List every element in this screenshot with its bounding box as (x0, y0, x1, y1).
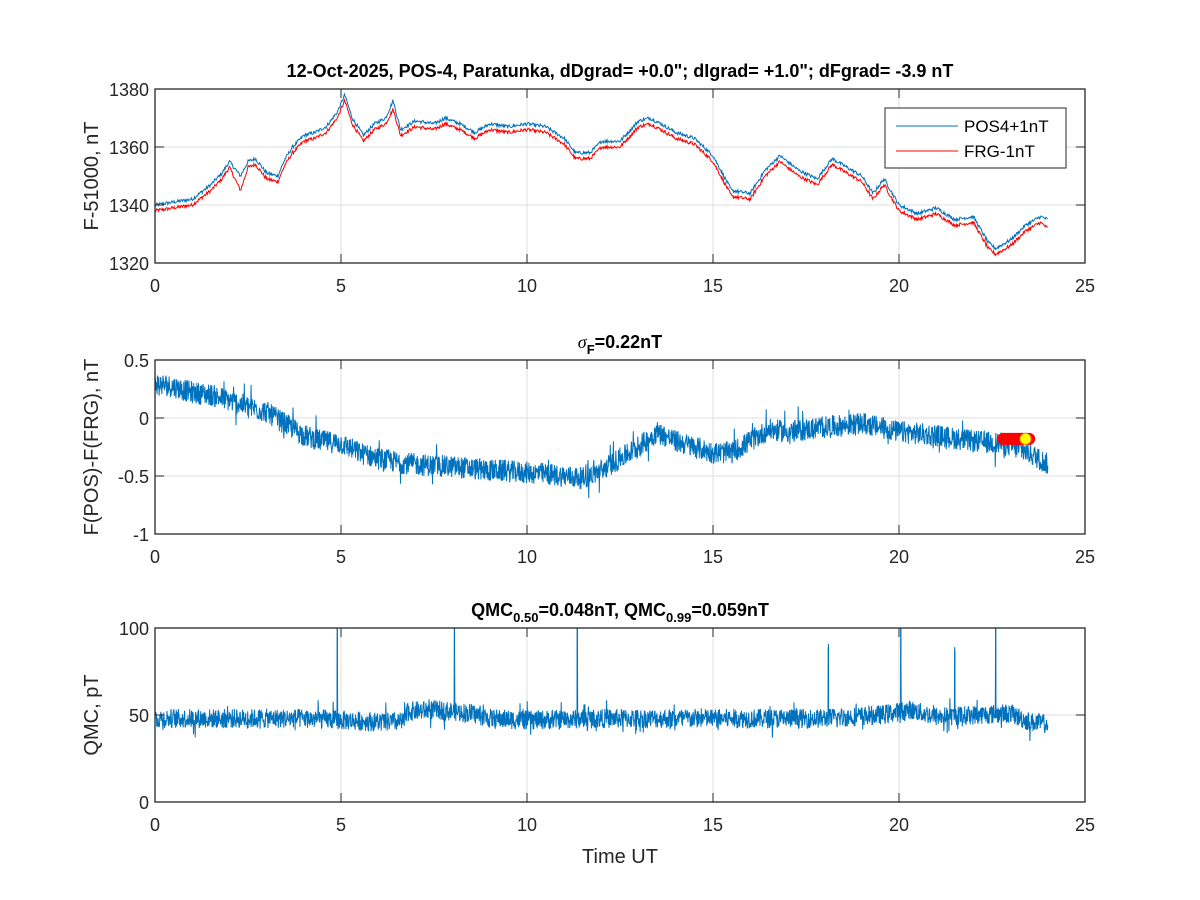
x-tick-label: 5 (336, 547, 346, 567)
axes-f-diff: 0 5 10 15 20 25 -1 -0.5 0 0.5 σF=0.22nT F(POS)-F(… (81, 332, 1095, 567)
x-tick-label: 10 (517, 547, 537, 567)
x-tick-label: 0 (150, 547, 160, 567)
x-tick-label: 15 (703, 276, 723, 296)
axes-box (154, 359, 1086, 535)
title-b: =0.048nT, QMC (538, 600, 666, 620)
axes-box (154, 88, 1086, 264)
chart-title: 12-Oct-2025, POS-4, Paratunka, dDgrad= +… (287, 61, 954, 81)
chart-title: σF=0.22nT (578, 332, 662, 357)
x-tick-label: 0 (150, 815, 160, 835)
x-tick-label: 15 (703, 815, 723, 835)
y-tick-label: 0 (139, 793, 149, 813)
y-tick-label: 1360 (109, 138, 149, 158)
x-tick-label: 5 (336, 276, 346, 296)
x-tick-label: 20 (889, 547, 909, 567)
y-tick-label: -1 (133, 525, 149, 545)
x-tick-label: 10 (517, 276, 537, 296)
series-pos4 (155, 92, 1048, 251)
y-tick-label: 0.5 (124, 351, 149, 371)
x-axis-label: Time UT (582, 846, 658, 868)
title-a: QMC (471, 600, 513, 620)
title-rest: =0.22nT (595, 332, 663, 352)
y-tick-label: 1340 (109, 196, 149, 216)
legend: POS4+1nT FRG-1nT (884, 107, 1067, 169)
ticks: 0 5 10 15 20 25 -1 -0.5 0 0.5 (118, 351, 1095, 567)
title-sigma-sub: F (587, 342, 595, 357)
title-a-sub: 0.50 (513, 610, 538, 625)
x-tick-label: 20 (889, 276, 909, 296)
chart-title: QMC0.50=0.048nT, QMC0.99=0.059nT (471, 600, 769, 625)
legend-label-pos4: POS4+1nT (964, 117, 1049, 136)
y-tick-label: 1320 (109, 254, 149, 274)
x-tick-label: 0 (150, 276, 160, 296)
series-group (155, 374, 1049, 499)
y-tick-label: -0.5 (118, 467, 149, 487)
x-tick-label: 5 (336, 815, 346, 835)
marker-dot (1019, 432, 1032, 445)
series-group (155, 92, 1049, 257)
y-axis-label: F(POS)-F(FRG), nT (81, 359, 103, 536)
title-c: =0.059nT (691, 600, 769, 620)
y-axis-label: QMC, pT (81, 674, 103, 755)
y-tick-label: 0 (139, 409, 149, 429)
series-diff (155, 374, 1049, 499)
axes-f-total: 0 5 10 15 20 25 1320 1340 1360 1380 12-Oct-2025, … (81, 61, 1095, 296)
series-frg (155, 98, 1049, 257)
axes-qmc: 0 5 10 15 20 25 0 50 100 QMC0.50=0.048nT, QMC0.9… (81, 600, 1095, 868)
x-tick-label: 25 (1075, 547, 1095, 567)
ticks: 0 5 10 15 20 25 0 50 100 (119, 619, 1095, 835)
legend-box (884, 107, 1067, 169)
x-tick-label: 10 (517, 815, 537, 835)
title-b-sub: 0.99 (666, 610, 691, 625)
y-tick-label: 100 (119, 619, 149, 639)
x-tick-label: 25 (1075, 276, 1095, 296)
series-group (155, 628, 1049, 742)
plot-area (155, 628, 1049, 742)
plot-area (155, 374, 1049, 499)
title-sigma: σ (578, 332, 588, 352)
plot-area (155, 92, 1049, 257)
x-tick-label: 25 (1075, 815, 1095, 835)
legend-label-frg: FRG-1nT (964, 142, 1035, 161)
ticks: 0 5 10 15 20 25 1320 1340 1360 1380 (109, 80, 1095, 296)
y-tick-label: 1380 (109, 80, 149, 100)
y-axis-label: F-51000, nT (81, 122, 103, 231)
series-qmc (155, 628, 1049, 742)
y-tick-label: 50 (129, 706, 149, 726)
x-tick-label: 15 (703, 547, 723, 567)
x-tick-label: 20 (889, 815, 909, 835)
